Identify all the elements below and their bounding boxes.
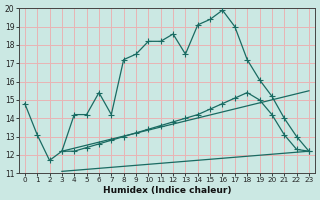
X-axis label: Humidex (Indice chaleur): Humidex (Indice chaleur) <box>103 186 231 195</box>
